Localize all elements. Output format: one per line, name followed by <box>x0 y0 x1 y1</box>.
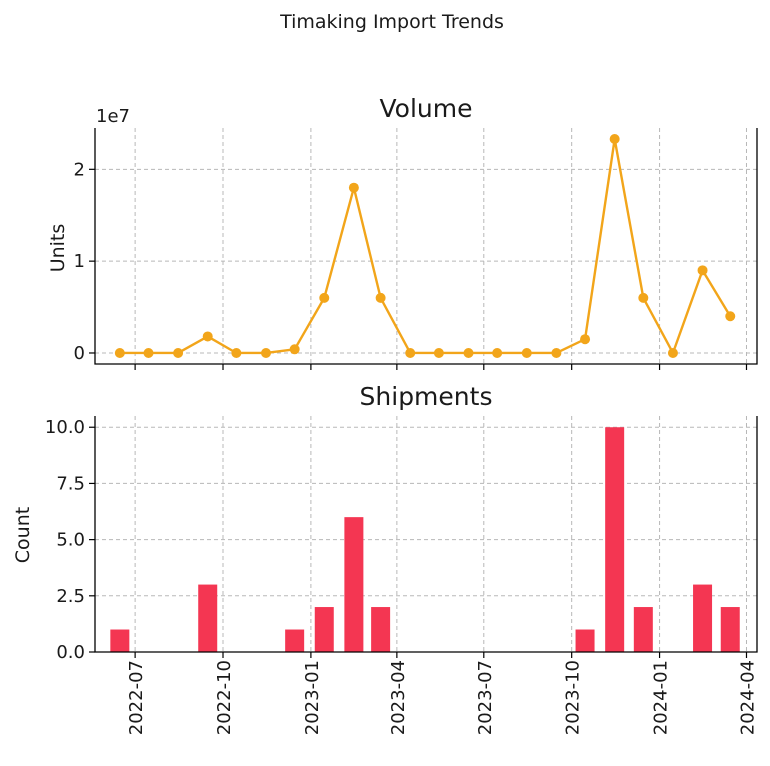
shipments-bar <box>371 607 391 652</box>
shipments-bar <box>693 584 713 652</box>
figure-suptitle: Timaking Import Trends <box>279 11 504 33</box>
volume-data-point <box>492 347 503 358</box>
volume-axes: 0 1 2 1e7 Volume Units <box>47 94 758 370</box>
volume-axes-spines <box>94 128 758 365</box>
volume-data-point <box>319 292 330 303</box>
shipments-xtick-label: 2022-07 <box>126 660 147 735</box>
volume-data-point <box>725 311 736 322</box>
volume-data-point <box>521 347 532 358</box>
volume-data-point <box>433 347 444 358</box>
volume-data-point <box>580 334 591 345</box>
volume-data-point <box>667 347 678 358</box>
shipments-axes-spines <box>94 416 758 653</box>
volume-data-point <box>260 347 271 358</box>
shipments-xtick-label: 2023-04 <box>388 660 409 735</box>
shipments-title: Shipments <box>360 382 493 411</box>
volume-data-point <box>173 347 184 358</box>
volume-data-point <box>405 347 416 358</box>
volume-data-point <box>231 347 242 358</box>
shipments-xtick-label: 2023-10 <box>563 660 584 735</box>
shipments-ylabel: Count <box>12 507 34 563</box>
shipments-bar <box>605 427 625 652</box>
shipments-xtick-label: 2024-01 <box>651 660 672 735</box>
shipments-bar <box>285 629 305 652</box>
volume-data-point <box>143 347 154 358</box>
shipments-ytick-label: 7.5 <box>56 473 85 494</box>
shipments-bar <box>314 607 334 652</box>
volume-offset-label: 1e7 <box>96 106 130 127</box>
shipments-ytick-label: 2.5 <box>56 586 85 607</box>
shipments-bar <box>720 607 740 652</box>
volume-title: Volume <box>380 94 473 123</box>
volume-data-point <box>114 347 125 358</box>
volume-data-point <box>289 344 300 355</box>
volume-data-point <box>697 265 708 276</box>
volume-data-point <box>609 134 620 145</box>
volume-series-line <box>119 137 732 355</box>
shipments-ytick-label: 0.0 <box>56 642 85 663</box>
shipments-bar <box>633 607 653 652</box>
volume-data-point <box>551 347 562 358</box>
shipments-bar <box>198 584 218 652</box>
shipments-ytick-label: 5.0 <box>56 530 85 551</box>
shipments-xtick-label: 2023-01 <box>302 660 323 735</box>
shipments-xtick-label: 2022-10 <box>214 660 235 735</box>
volume-ytick-label: 0 <box>74 343 85 364</box>
volume-data-point <box>463 347 474 358</box>
shipments-axes: 2022-07 2022-10 2023-01 2023-04 2023-07 2023-… <box>12 382 758 735</box>
volume-ytick-label: 2 <box>74 159 85 180</box>
shipments-xtick-label: 2023-07 <box>475 660 496 735</box>
shipments-bar <box>110 629 130 652</box>
volume-data-point <box>202 331 213 342</box>
shipments-bar <box>344 517 364 652</box>
volume-data-point <box>638 292 649 303</box>
shipments-bar <box>575 629 595 652</box>
volume-data-point <box>375 292 386 303</box>
shipments-xtick-label: 2024-04 <box>737 660 758 735</box>
volume-ytick-label: 1 <box>74 251 85 272</box>
volume-ylabel: Units <box>47 224 69 273</box>
shipments-ytick-label: 10.0 <box>45 417 85 438</box>
volume-data-point <box>348 182 359 193</box>
